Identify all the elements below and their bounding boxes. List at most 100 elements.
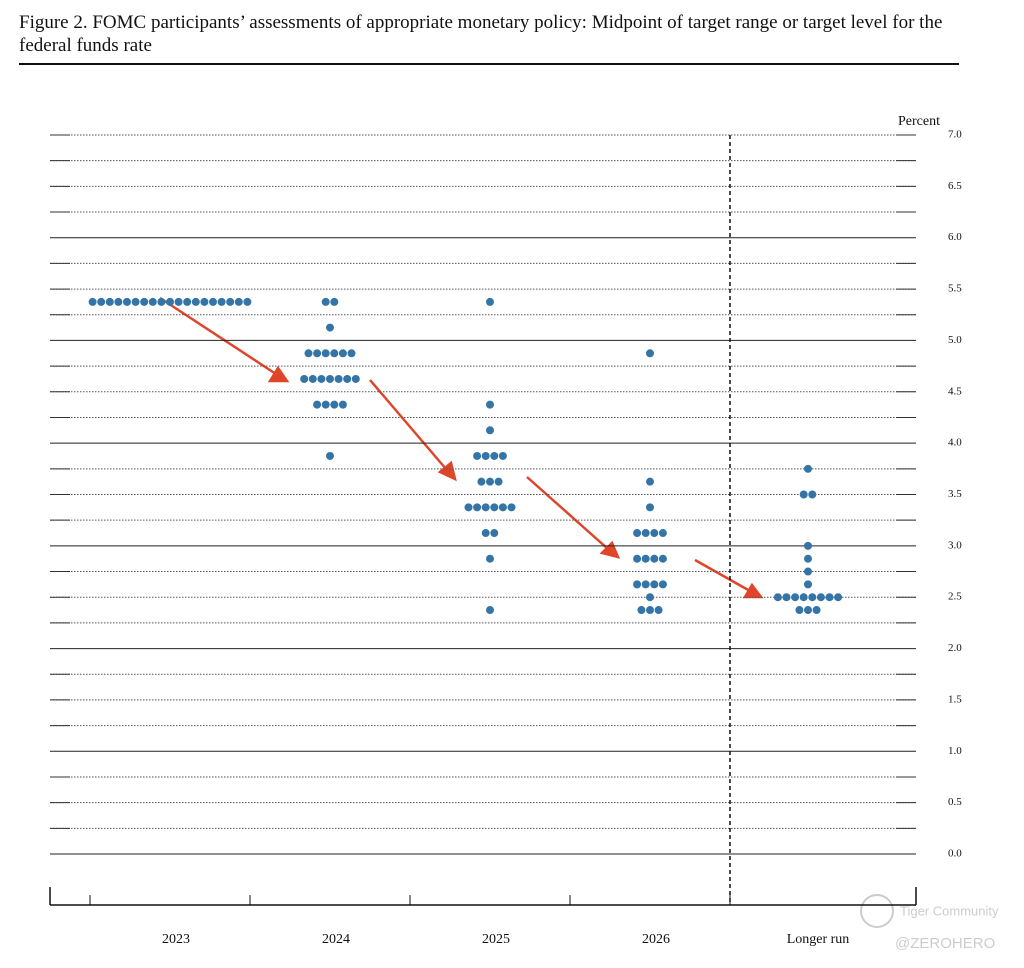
dot [658, 580, 667, 589]
dot [804, 541, 812, 550]
dot [804, 554, 812, 563]
dot [209, 297, 217, 306]
dot [326, 451, 334, 460]
dot [773, 593, 782, 602]
dot [330, 400, 339, 409]
dot [234, 297, 243, 306]
dot [799, 490, 808, 499]
dot [88, 297, 97, 306]
dot [782, 593, 791, 602]
arrow-head [599, 540, 621, 559]
dot [498, 451, 507, 460]
y-tick-label: 2.5 [948, 591, 962, 603]
dot [816, 593, 825, 602]
dot [174, 297, 183, 306]
dot [313, 400, 322, 409]
watermark-text: Tiger Community [900, 903, 999, 918]
chart-title: Figure 2. FOMC participants’ assessments… [19, 11, 959, 65]
dot [633, 554, 642, 563]
dot [646, 477, 654, 486]
dot [473, 451, 482, 460]
y-tick-label: 2.0 [948, 642, 962, 654]
y-tick-label: 6.0 [948, 231, 962, 243]
dot [486, 297, 494, 306]
arrow [526, 476, 609, 550]
dot [148, 297, 157, 306]
dot [498, 503, 507, 512]
dot [507, 503, 516, 512]
dot [490, 503, 499, 512]
watermark-logo [860, 894, 894, 928]
arrow [694, 558, 751, 593]
dot [473, 503, 482, 512]
dot [464, 503, 473, 512]
dot [334, 374, 343, 383]
dot [490, 529, 499, 538]
dot [646, 349, 654, 358]
dot [804, 580, 812, 589]
dot [217, 297, 226, 306]
y-tick-label: 0.5 [948, 796, 962, 808]
arrow-head [437, 460, 457, 482]
y-tick-label: 0.0 [948, 848, 962, 860]
dot [808, 593, 817, 602]
dot [791, 593, 800, 602]
dot [486, 606, 494, 615]
dot [326, 374, 334, 383]
dot [658, 529, 667, 538]
x-tick-label: 2024 [322, 932, 350, 947]
dot [646, 593, 654, 602]
dot [200, 297, 209, 306]
dot [338, 400, 347, 409]
arrow-head [267, 365, 290, 383]
dot [804, 606, 812, 615]
dot [347, 349, 356, 358]
dot [300, 374, 309, 383]
dot [795, 606, 804, 615]
dot [351, 374, 360, 383]
dot [477, 477, 486, 486]
dot [481, 503, 490, 512]
arrows [159, 296, 764, 599]
dot [140, 297, 149, 306]
dot [812, 606, 821, 615]
dot [633, 580, 642, 589]
x-tick-label: 2025 [482, 932, 510, 947]
dot [343, 374, 352, 383]
y-tick-label: 5.0 [948, 334, 962, 346]
dot [650, 529, 659, 538]
dot [804, 567, 812, 576]
dot [157, 297, 166, 306]
arrow [159, 296, 277, 376]
dot [486, 400, 494, 409]
dot [308, 374, 317, 383]
dot [646, 503, 654, 512]
dot [804, 464, 812, 473]
arrow [369, 379, 447, 470]
dot [326, 323, 334, 332]
dot [650, 554, 659, 563]
dot [330, 349, 339, 358]
dot [226, 297, 235, 306]
y-tick-label: 7.0 [948, 129, 962, 141]
dot [313, 349, 322, 358]
dot [123, 297, 131, 306]
dot [105, 297, 114, 306]
dot [330, 297, 339, 306]
y-tick-label: 4.0 [948, 437, 962, 449]
dot [490, 451, 499, 460]
y-tick-label: 6.5 [948, 180, 962, 192]
dot [658, 554, 667, 563]
y-axis-label: Percent [898, 114, 940, 129]
dot [641, 529, 650, 538]
dot [338, 349, 347, 358]
dot [166, 297, 174, 306]
dot [633, 529, 642, 538]
dot [825, 593, 834, 602]
dot [321, 297, 330, 306]
dot [243, 297, 252, 306]
x-tick-label: Longer run [787, 932, 850, 947]
y-tick-label: 5.5 [948, 283, 962, 295]
dot [641, 554, 650, 563]
